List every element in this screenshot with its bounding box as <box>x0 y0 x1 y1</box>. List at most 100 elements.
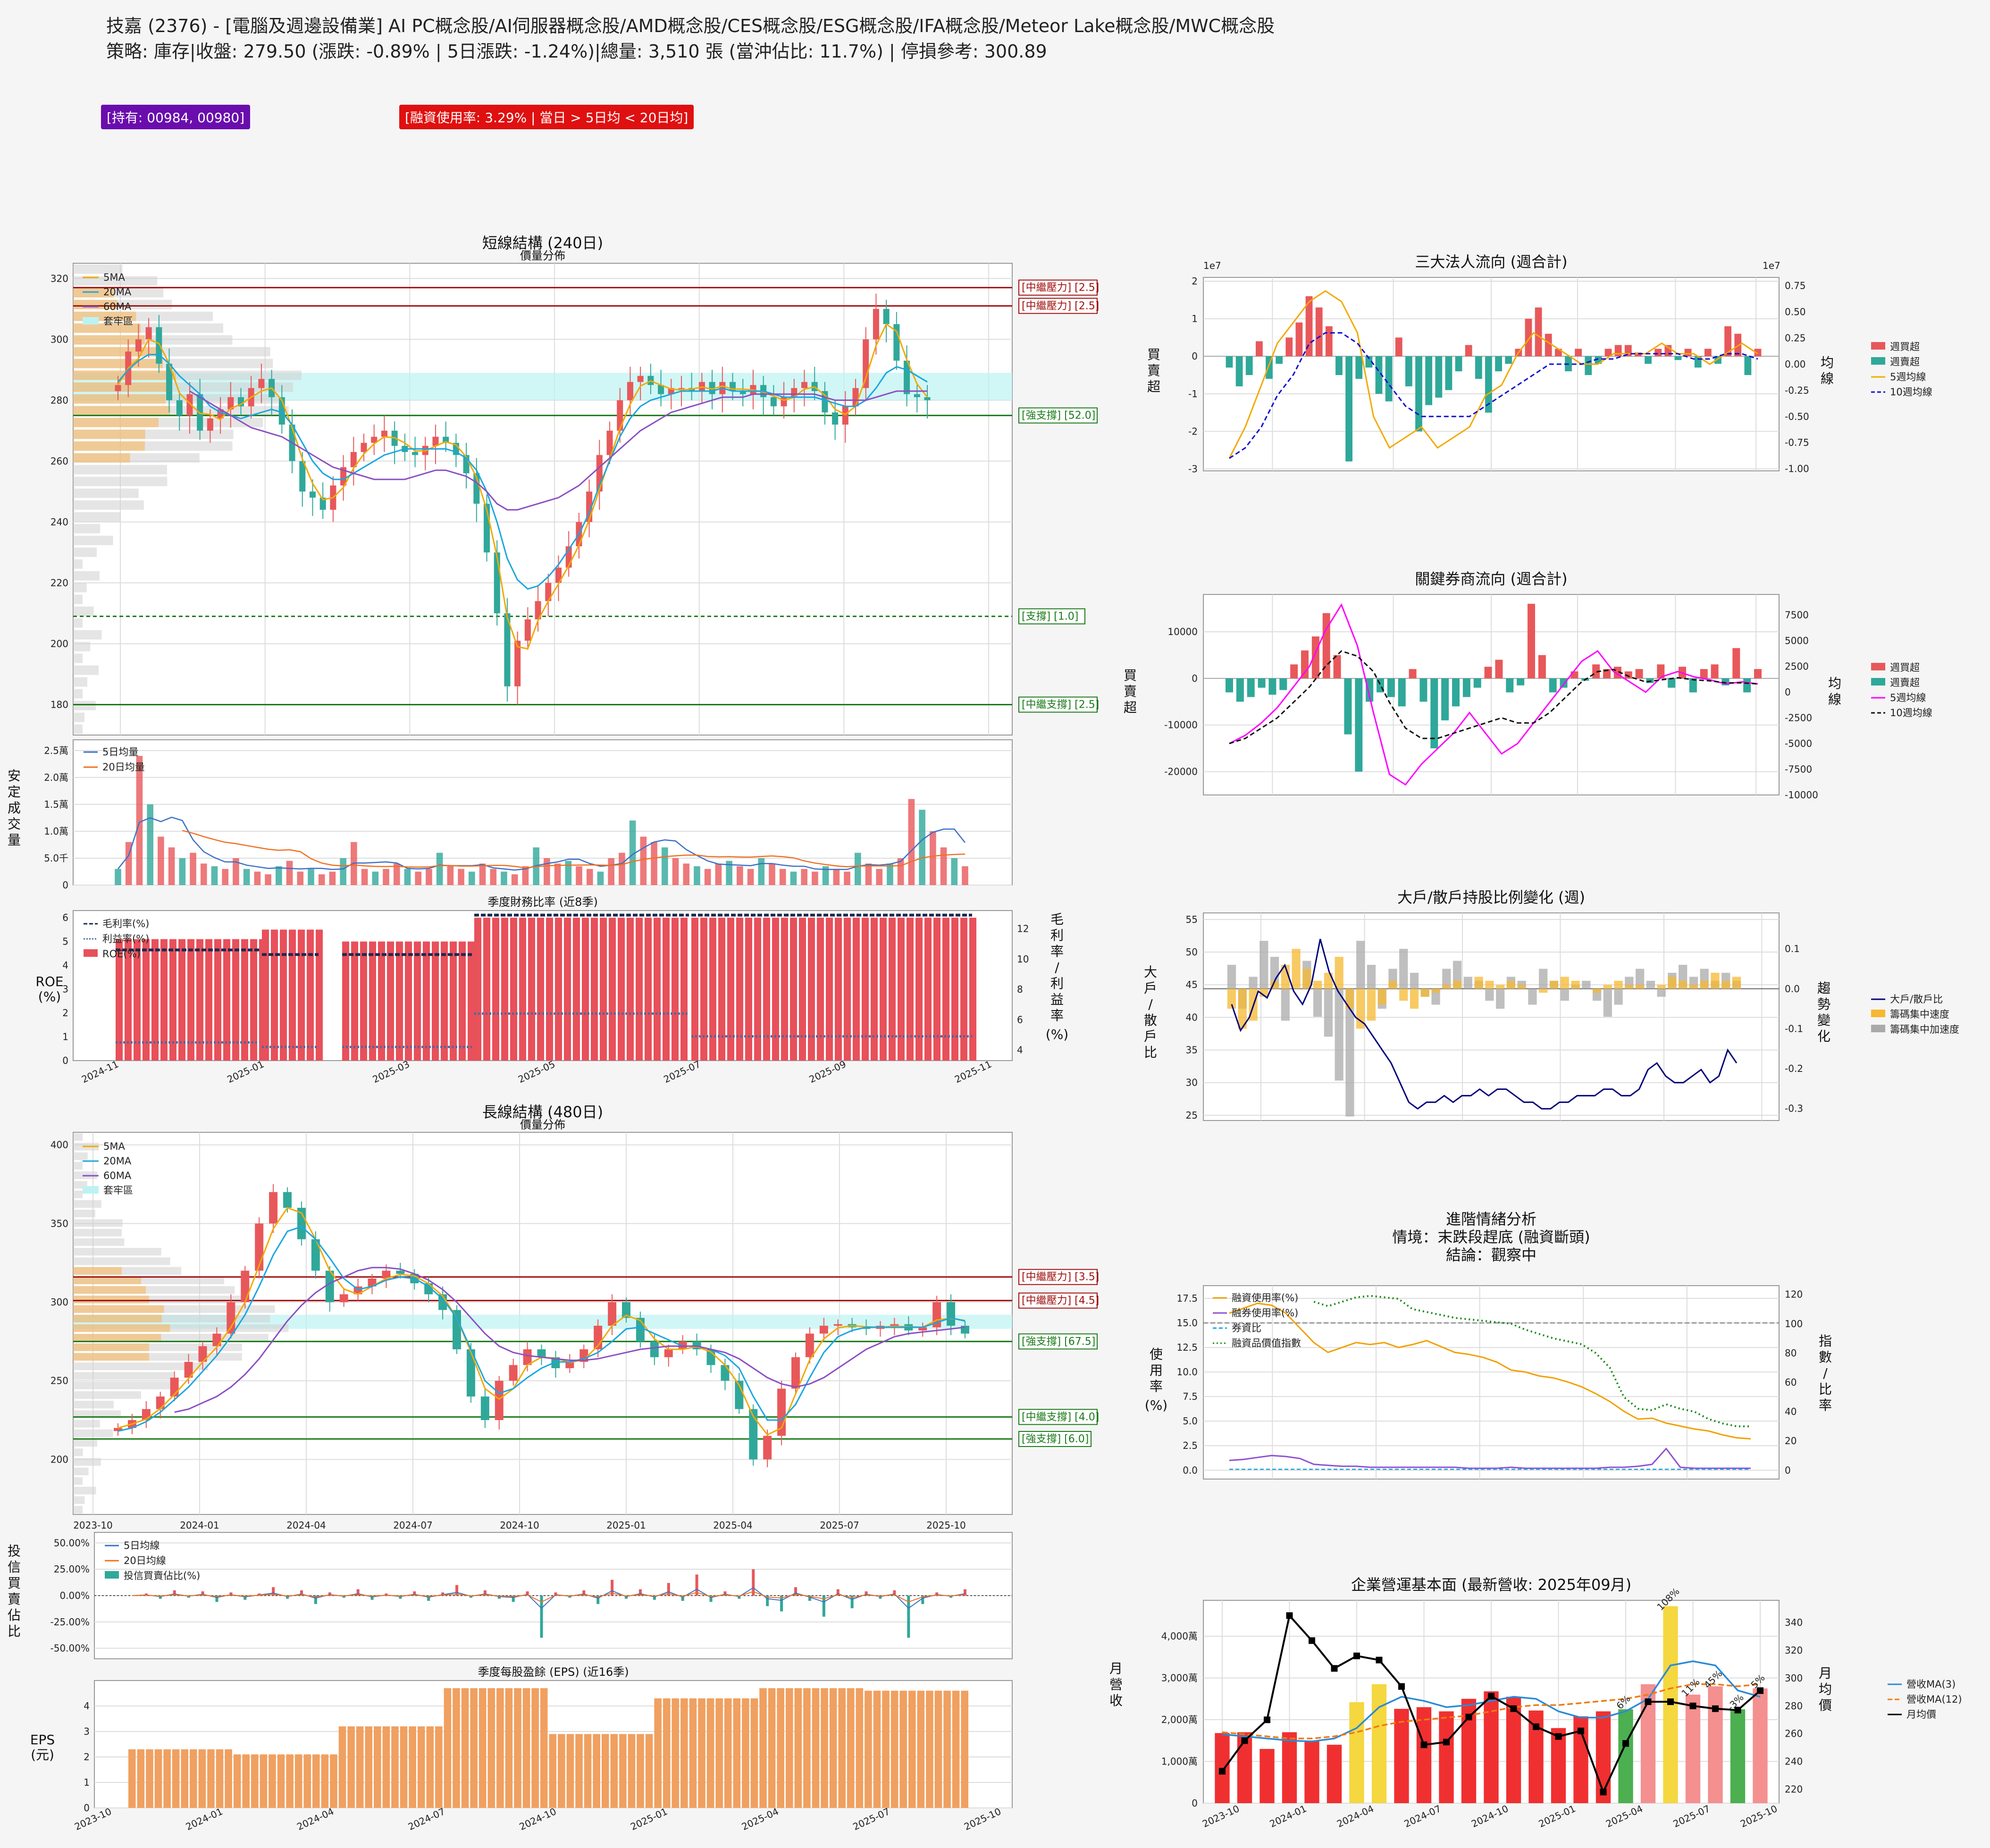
level-label: [中繼壓力] [4.5] <box>1022 1295 1099 1307</box>
accel-bar <box>1356 941 1365 989</box>
y-tick-right: -0.3 <box>1785 1103 1803 1114</box>
roe-bar <box>262 929 269 1061</box>
inst-ylabel-char: 買 <box>1147 347 1160 362</box>
speed-bar <box>1592 988 1602 993</box>
candle-body <box>862 1327 871 1329</box>
volume-profile-bar <box>73 1477 83 1485</box>
sentiment-axes <box>1203 1285 1780 1480</box>
candle-body <box>890 1324 899 1326</box>
volume-bar <box>565 861 572 885</box>
candle-body <box>184 1362 193 1378</box>
legend-label: 60MA <box>103 1170 132 1181</box>
candle-body <box>494 552 500 613</box>
candle-body <box>523 1349 532 1365</box>
y-tick-right: 300 <box>1785 1672 1803 1684</box>
flow-bar <box>1528 603 1535 678</box>
y-tick-right: 0.25 <box>1785 333 1806 344</box>
volume-bar <box>554 863 561 885</box>
candle-body <box>258 379 265 388</box>
volume-bar <box>200 863 207 885</box>
roe-bar <box>187 939 194 1061</box>
eps-bar <box>294 1754 302 1808</box>
sentiment-ylabel: (%) <box>1145 1397 1167 1413</box>
trust-ylabel-char: 投 <box>8 1543 21 1559</box>
trust-bar <box>596 1596 600 1604</box>
eps-bar <box>330 1754 337 1808</box>
legend-label: 20MA <box>103 1155 132 1167</box>
roe-bar <box>501 918 508 1061</box>
volume-bar <box>887 863 893 885</box>
volume-profile-cost-bar <box>73 335 145 345</box>
eps-bar <box>417 1726 425 1808</box>
eps-bar <box>698 1698 705 1808</box>
volume-ylabel-char: 量 <box>8 832 21 848</box>
flow-bar <box>1560 678 1568 688</box>
trust-bar <box>653 1596 656 1600</box>
volume-bar <box>447 866 454 885</box>
price-marker <box>1667 1698 1674 1705</box>
volume-profile-bar <box>73 477 168 486</box>
candle-body <box>309 491 316 498</box>
accel-bar <box>1227 965 1236 989</box>
holder-ylabel-char: 戶 <box>1144 980 1157 996</box>
y-tick-label: 2.5萬 <box>44 745 68 756</box>
candle-body <box>852 388 859 407</box>
flow-bar <box>1538 655 1546 678</box>
y-tick-left: 7.5 <box>1183 1391 1198 1402</box>
volume-profile-bar <box>73 547 97 557</box>
y-tick-label: 2 <box>84 1751 90 1763</box>
flow-bar <box>1344 678 1352 735</box>
eps-bar <box>321 1754 329 1808</box>
eps-bar <box>225 1749 232 1808</box>
flow-bar <box>1405 356 1412 386</box>
speed-bar <box>1679 980 1688 989</box>
eps-bar <box>303 1754 311 1808</box>
broker-ma10-line <box>1229 650 1758 744</box>
price-marker <box>1533 1723 1539 1731</box>
revenue-bar <box>1394 1709 1409 1803</box>
y-tick-left: 35 <box>1186 1045 1198 1056</box>
y-tick-right: -0.25 <box>1785 385 1809 396</box>
y-tick-left: 0 <box>1192 1798 1198 1809</box>
roe-bar <box>423 941 430 1061</box>
roe-bar <box>915 918 923 1061</box>
flow-bar <box>1704 349 1712 357</box>
candle-body <box>135 339 142 352</box>
inst-ylabel-right-char: 線 <box>1821 371 1834 386</box>
y-tick-right: 260 <box>1785 1728 1803 1739</box>
eps-bar <box>672 1698 680 1808</box>
eps-bar <box>277 1754 285 1808</box>
speed-bar <box>1732 977 1741 989</box>
x-tick-label: 2023-10 <box>73 1520 113 1531</box>
volume-profile-bar <box>73 1467 89 1475</box>
trust-bar <box>752 1569 755 1596</box>
trust-bar <box>893 1590 896 1596</box>
x-tick-label: 2024-01 <box>184 1806 225 1832</box>
flow-bar <box>1668 678 1676 688</box>
revenue-ylabel-right-char: 均 <box>1819 1681 1832 1697</box>
eps-bar <box>242 1754 250 1808</box>
y-tick-left: 10000 <box>1167 626 1198 637</box>
y-tick-left: 5 <box>62 936 68 947</box>
flow-bar <box>1375 356 1383 394</box>
eps-bar <box>750 1698 758 1808</box>
accel-bar <box>1496 988 1505 1009</box>
speed-bar <box>1410 988 1419 1009</box>
eps-bar <box>952 1690 960 1808</box>
candle-body <box>961 1326 969 1334</box>
legend-label: 5週均線 <box>1890 692 1926 703</box>
y-tick-label: 1.0萬 <box>44 826 68 837</box>
x-tick-label: 2025-07 <box>851 1806 891 1832</box>
eps-bar <box>873 1690 881 1808</box>
candle-body <box>833 1324 842 1326</box>
speed-bar <box>1700 980 1709 989</box>
price-marker <box>1510 1705 1517 1712</box>
flow-bar <box>1462 678 1470 697</box>
trust-bar <box>159 1596 162 1599</box>
volume-bar <box>769 863 775 885</box>
y-tick-left: -1 <box>1188 388 1198 400</box>
eps-bar <box>917 1690 925 1808</box>
flow-bar <box>1268 678 1276 695</box>
trust-ylabel: 投信買賣佔比 <box>8 1543 21 1639</box>
trust-bar <box>455 1585 459 1596</box>
